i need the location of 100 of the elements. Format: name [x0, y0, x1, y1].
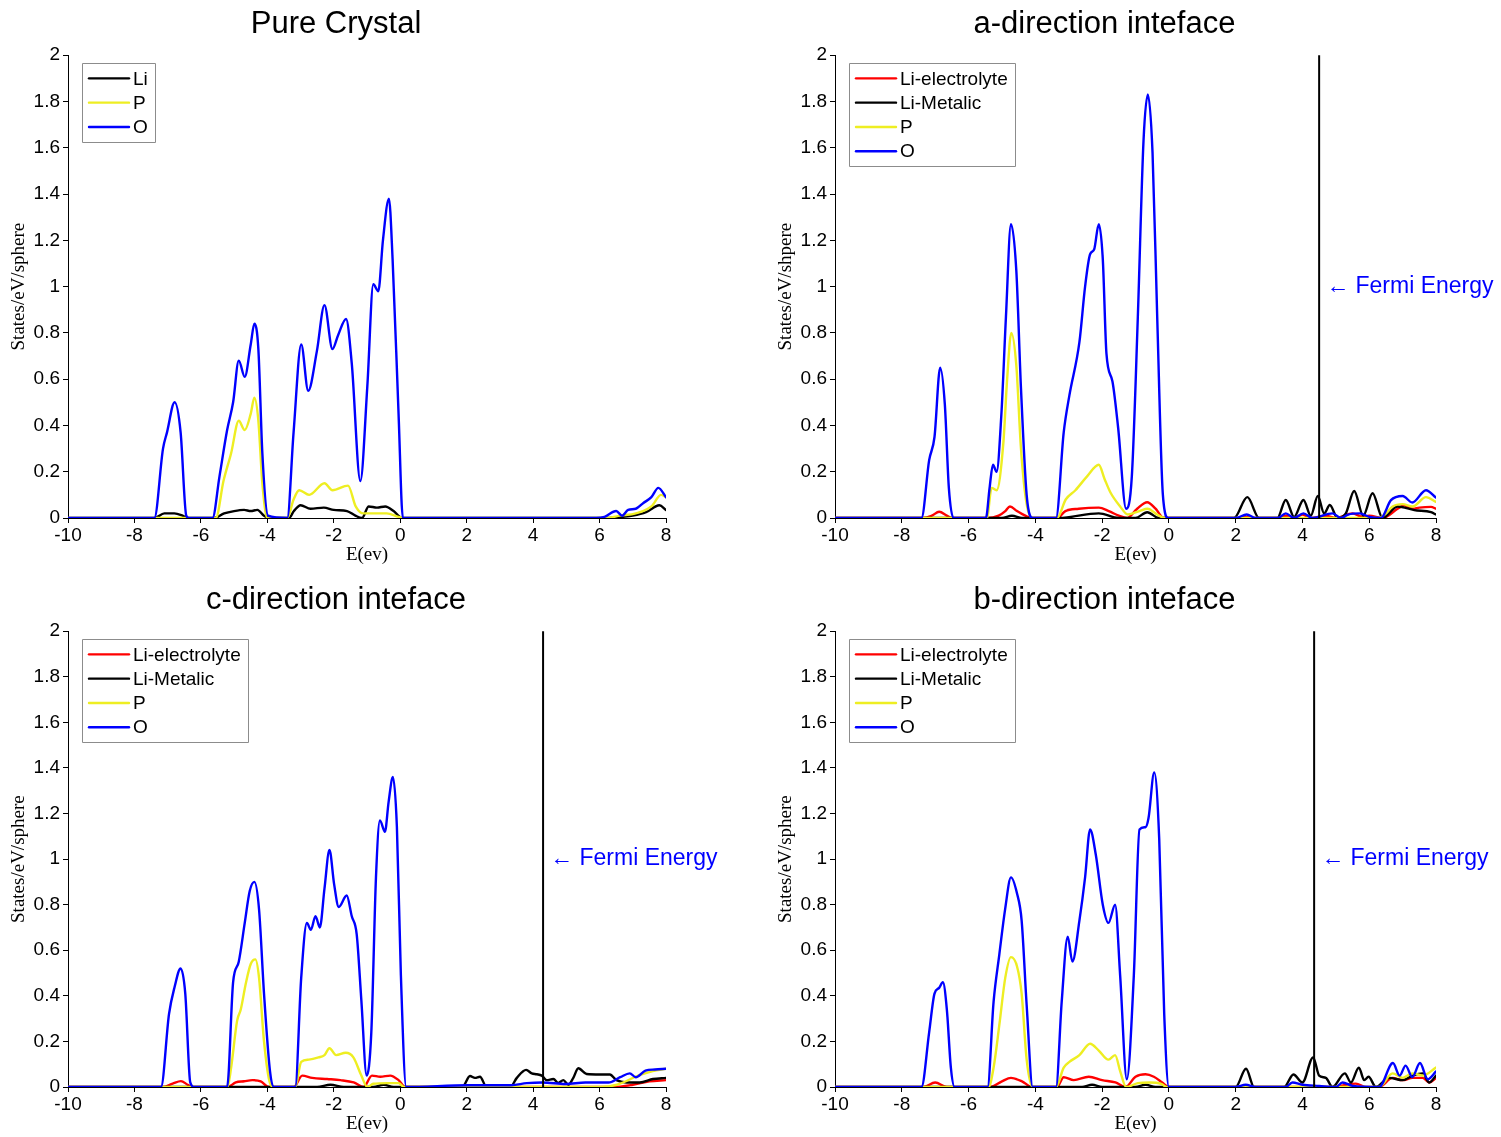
x-tick-label: -2 [325, 523, 343, 545]
y-tick-label: 0.6 [800, 367, 827, 389]
y-axis-title: States/eV/shpere [774, 222, 796, 351]
y-tick-label: 1 [49, 847, 60, 869]
legend-label: P [133, 91, 146, 113]
x-tick-label: 2 [461, 1092, 472, 1114]
y-tick-label: 0.8 [33, 892, 60, 914]
x-tick-label: -6 [960, 523, 978, 545]
x-tick-label: 6 [594, 1092, 605, 1114]
x-tick-label: 2 [461, 523, 472, 545]
x-tick-label: 6 [1363, 1092, 1375, 1114]
y-tick-label: 0.4 [800, 984, 828, 1006]
y-tick-label: 1 [816, 847, 827, 869]
x-tick-label: -6 [960, 1092, 978, 1114]
x-tick-label: -8 [125, 523, 143, 545]
y-axis-title: States/eV/sphere [7, 222, 29, 351]
y-tick-label: 0.8 [33, 321, 60, 343]
y-tick-label: 1.6 [800, 135, 827, 157]
x-tick-label: -8 [893, 1092, 911, 1114]
x-tick-label: 6 [594, 523, 605, 545]
x-tick-label: -4 [1026, 523, 1045, 545]
x-tick-label: -2 [325, 1092, 343, 1114]
legend-label: P [900, 692, 913, 714]
x-tick-label: 0 [394, 523, 406, 545]
y-tick-label: 2 [49, 619, 60, 641]
x-tick-label: -4 [258, 523, 277, 545]
legend-label: Li-electrolyte [900, 643, 1008, 665]
x-tick-label: 4 [527, 523, 539, 545]
legend-label: P [900, 116, 913, 138]
legend-label: Li-Metalic [900, 91, 982, 113]
chart-title: Pure Crystal [250, 5, 422, 41]
y-tick-label: 1.8 [33, 665, 60, 687]
x-tick-label: -4 [1026, 1092, 1045, 1114]
y-tick-label: 1.6 [800, 710, 827, 732]
y-tick-label: 0.4 [800, 413, 828, 435]
x-tick-label: -6 [192, 1092, 210, 1114]
y-tick-label: 2 [49, 43, 60, 65]
x-tick-label: -4 [258, 1092, 277, 1114]
x-axis-title: E(ev) [345, 542, 389, 565]
x-tick-label: 2 [1230, 1092, 1241, 1114]
x-axis-title: E(ev) [345, 1111, 389, 1134]
y-tick-label: 1.8 [800, 665, 827, 687]
y-tick-label: 1.2 [800, 228, 827, 250]
y-tick-label: 1.4 [33, 182, 61, 204]
x-tick-label: 0 [394, 1092, 406, 1114]
y-axis-title: States/eV/sphere [7, 795, 29, 923]
y-tick-label: 1.2 [33, 801, 60, 823]
x-axis-title: E(ev) [1114, 542, 1157, 565]
y-tick-label: 1 [49, 274, 60, 296]
x-tick-label: 8 [660, 1092, 672, 1114]
y-tick-label: 2 [816, 43, 827, 65]
x-tick-label: 0 [1163, 523, 1175, 545]
y-axis-title: States/eV/sphere [774, 795, 796, 923]
x-tick-label: 8 [1430, 523, 1442, 545]
x-tick-label: -8 [893, 523, 911, 545]
y-tick-label: 1.6 [33, 135, 60, 157]
y-tick-label: 0.6 [33, 938, 60, 960]
y-tick-label: 0.6 [800, 938, 827, 960]
legend-label: Li-electrolyte [900, 67, 1008, 89]
legend-label: O [900, 716, 915, 738]
legend-label: O [133, 716, 148, 738]
legend-label: O [900, 140, 915, 162]
y-tick-label: 0.2 [33, 459, 60, 481]
x-tick-label: -2 [1093, 1092, 1111, 1114]
y-tick-label: 1.4 [800, 182, 828, 204]
chart-title: b-direction inteface [973, 581, 1236, 617]
y-tick-label: 1.2 [33, 228, 60, 250]
legend-label: Li-electrolyte [133, 643, 241, 665]
y-tick-label: 1.8 [800, 89, 827, 111]
x-axis-title: E(ev) [1114, 1111, 1157, 1134]
y-tick-label: 0.6 [33, 367, 60, 389]
y-tick-label: 0.2 [33, 1029, 60, 1051]
legend-label: Li [133, 67, 148, 89]
y-tick-label: 1.8 [33, 89, 60, 111]
y-tick-label: 1.4 [800, 756, 828, 778]
x-tick-label: 0 [1163, 1092, 1175, 1114]
x-tick-label: 8 [660, 523, 672, 545]
x-tick-label: 4 [527, 1092, 539, 1114]
x-tick-label: -6 [192, 523, 210, 545]
legend-label: O [133, 116, 148, 138]
y-tick-label: 0.4 [33, 984, 61, 1006]
chart-title: c-direction inteface [205, 581, 467, 617]
x-tick-label: 4 [1297, 523, 1309, 545]
y-tick-label: 2 [816, 619, 827, 641]
y-tick-label: 0.4 [33, 413, 61, 435]
legend-label: Li-Metalic [133, 667, 215, 689]
x-tick-label: 4 [1297, 1092, 1309, 1114]
y-tick-label: 1 [816, 274, 827, 296]
legend-label: P [133, 692, 146, 714]
y-tick-label: 1.6 [33, 710, 60, 732]
chart-title: a-direction inteface [973, 5, 1236, 41]
x-tick-label: 8 [1430, 1092, 1442, 1114]
x-tick-label: 2 [1230, 523, 1241, 545]
y-tick-label: 0.8 [800, 321, 827, 343]
ref-line-label: ← Fermi Energy [1326, 271, 1495, 298]
y-tick-label: 1.2 [800, 801, 827, 823]
x-tick-label: -8 [125, 1092, 143, 1114]
y-tick-label: 0.8 [800, 892, 827, 914]
x-tick-label: -2 [1093, 523, 1111, 545]
legend-label: Li-Metalic [900, 667, 982, 689]
